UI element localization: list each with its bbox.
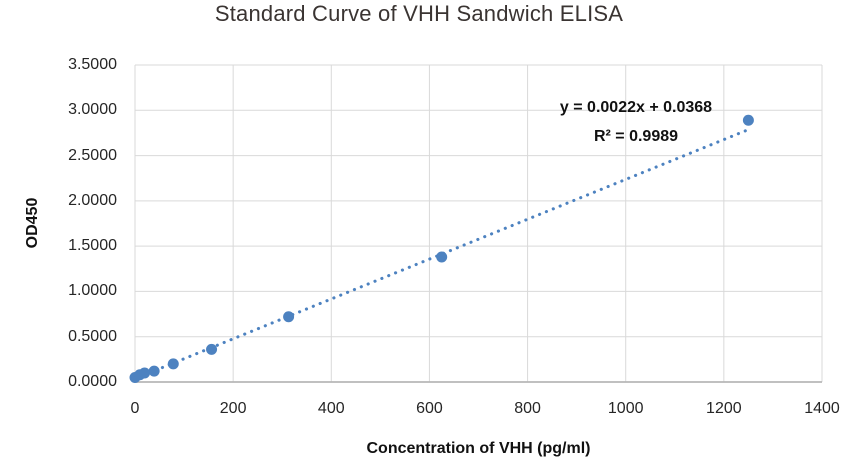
y-tick-label: 0.0000	[68, 373, 117, 390]
trendline-annotation: y = 0.0022x + 0.0368 R² = 0.9989	[536, 93, 736, 151]
y-tick-label: 2.5000	[68, 146, 117, 164]
chart-title: Standard Curve of VHH Sandwich ELISA	[214, 1, 624, 26]
data-point	[742, 114, 754, 126]
data-point	[436, 251, 448, 263]
y-tick-label: 3.0000	[68, 101, 117, 119]
data-point	[283, 311, 295, 323]
x-tick-label: 1400	[804, 400, 840, 417]
x-tick-label: 0	[130, 400, 140, 417]
data-point	[139, 367, 151, 379]
x-tick-label: 1200	[706, 400, 742, 417]
x-tick-label: 800	[514, 400, 541, 417]
y-tick-label: 1.5000	[68, 237, 117, 255]
x-axis-title: Concentration of VHH (pg/ml)	[366, 440, 591, 457]
trendline-r-squared: R² = 0.9989	[593, 128, 679, 145]
trendline	[133, 128, 750, 381]
y-axis-title: OD450	[24, 197, 41, 249]
y-tick-label: 2.0000	[68, 191, 117, 209]
x-tick-label: 200	[219, 400, 247, 417]
data-point	[148, 365, 160, 377]
data-point	[167, 358, 179, 370]
y-tick-label: 1.0000	[68, 282, 117, 300]
data-point	[206, 343, 218, 355]
x-tick-label: 600	[416, 400, 443, 417]
x-tick-label: 1000	[607, 400, 644, 417]
x-tick-label: 400	[317, 400, 345, 417]
y-tick-label: 3.5000	[68, 56, 117, 73]
y-tick-label: 0.5000	[68, 327, 117, 345]
trendline-equation: y = 0.0022x + 0.0368	[559, 99, 713, 116]
